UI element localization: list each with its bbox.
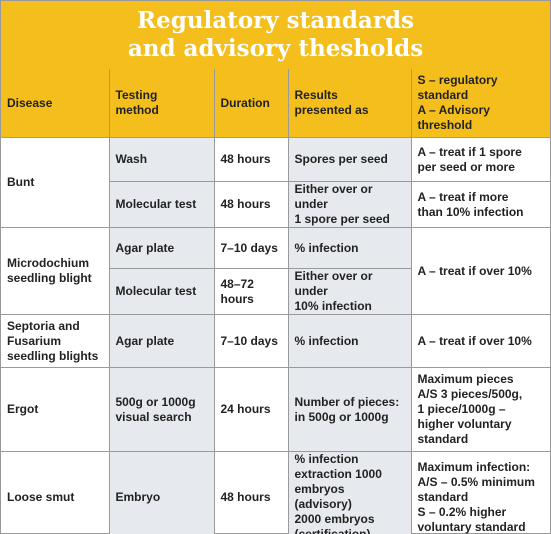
duration-cell: 7–10 days	[213, 314, 289, 368]
method-cell: 500g or 1000g visual search	[108, 367, 215, 452]
disease-cell: Microdochium seedling blight	[1, 227, 110, 315]
header-cell: S – regulatory standard A – Advisory thr…	[410, 69, 550, 138]
row: Septoria and Fusarium seedling blights Ag…	[1, 314, 550, 368]
results-cell: Either over or under 1 spore per seed	[287, 181, 412, 228]
row: Bunt Wash 48 hours Spores per seed A – treat…	[1, 137, 550, 228]
row: Microdochium seedling blight Agar plate 7–…	[1, 227, 550, 315]
disease-cell: Bunt	[1, 137, 110, 228]
disease-cell: Loose smut	[1, 451, 110, 534]
method-cell: Agar plate	[108, 227, 215, 269]
duration-cell: 24 hours	[213, 367, 289, 452]
disease-cell: Ergot	[1, 367, 110, 452]
method-cell: Embryo	[108, 451, 215, 534]
method-cell: Agar plate	[108, 314, 215, 368]
row: Loose smut Embryo 48 hours% infection extr…	[1, 451, 550, 534]
duration-cell: 48 hours	[213, 181, 289, 228]
table: Disease Testing method Duration Results pre…	[1, 69, 550, 534]
threshold-cell: Maximum infection: A/S – 0.5% minimum st…	[410, 451, 550, 534]
method-cell: Molecular test	[109, 268, 215, 315]
row: Ergot 500g or 1000g visual search 24 hours…	[1, 367, 550, 452]
results-cell: Number of pieces: in 500g or 1000g	[287, 367, 412, 452]
header-cell: Duration	[213, 69, 289, 138]
disease-cell: Septoria and Fusarium seedling blights	[1, 314, 110, 368]
threshold-cell: A – treat if over 10%	[410, 314, 550, 368]
threshold-cell: A – treat if 1 spore per seed or more	[410, 137, 550, 182]
results-cell: % infection	[287, 314, 412, 368]
header-cell: Disease	[1, 69, 110, 138]
duration-cell: 48 hours	[213, 137, 289, 182]
duration-cell: 48 hours	[213, 451, 289, 534]
title: Regulatory standards and advisory thesho…	[1, 1, 550, 69]
header-cell: Testing method	[108, 69, 215, 138]
threshold-cell: A – treat if over 10%	[410, 227, 550, 315]
threshold-cell: Maximum pieces A/S 3 pieces/500g, 1 piec…	[410, 367, 550, 452]
row: Molecular test 48–72 hours Either over or …	[1, 268, 550, 315]
duration-cell: 7–10 days	[213, 227, 289, 269]
results-cell: Either over or under 10% infection	[287, 268, 411, 315]
threshold-cell: A – treat if more than 10% infection	[410, 181, 550, 228]
results-cell: % infection	[287, 227, 412, 269]
results-cell: % infection extraction 1000 embryos (adv…	[287, 451, 412, 534]
method-cell: Wash	[108, 137, 215, 182]
header-row: Disease Testing method Duration Results pre…	[1, 69, 550, 138]
results-cell: Spores per seed	[287, 137, 412, 182]
header-cell: Results presented as	[287, 69, 412, 138]
method-cell: Molecular test	[109, 181, 215, 228]
duration-cell: 48–72 hours	[213, 268, 289, 315]
